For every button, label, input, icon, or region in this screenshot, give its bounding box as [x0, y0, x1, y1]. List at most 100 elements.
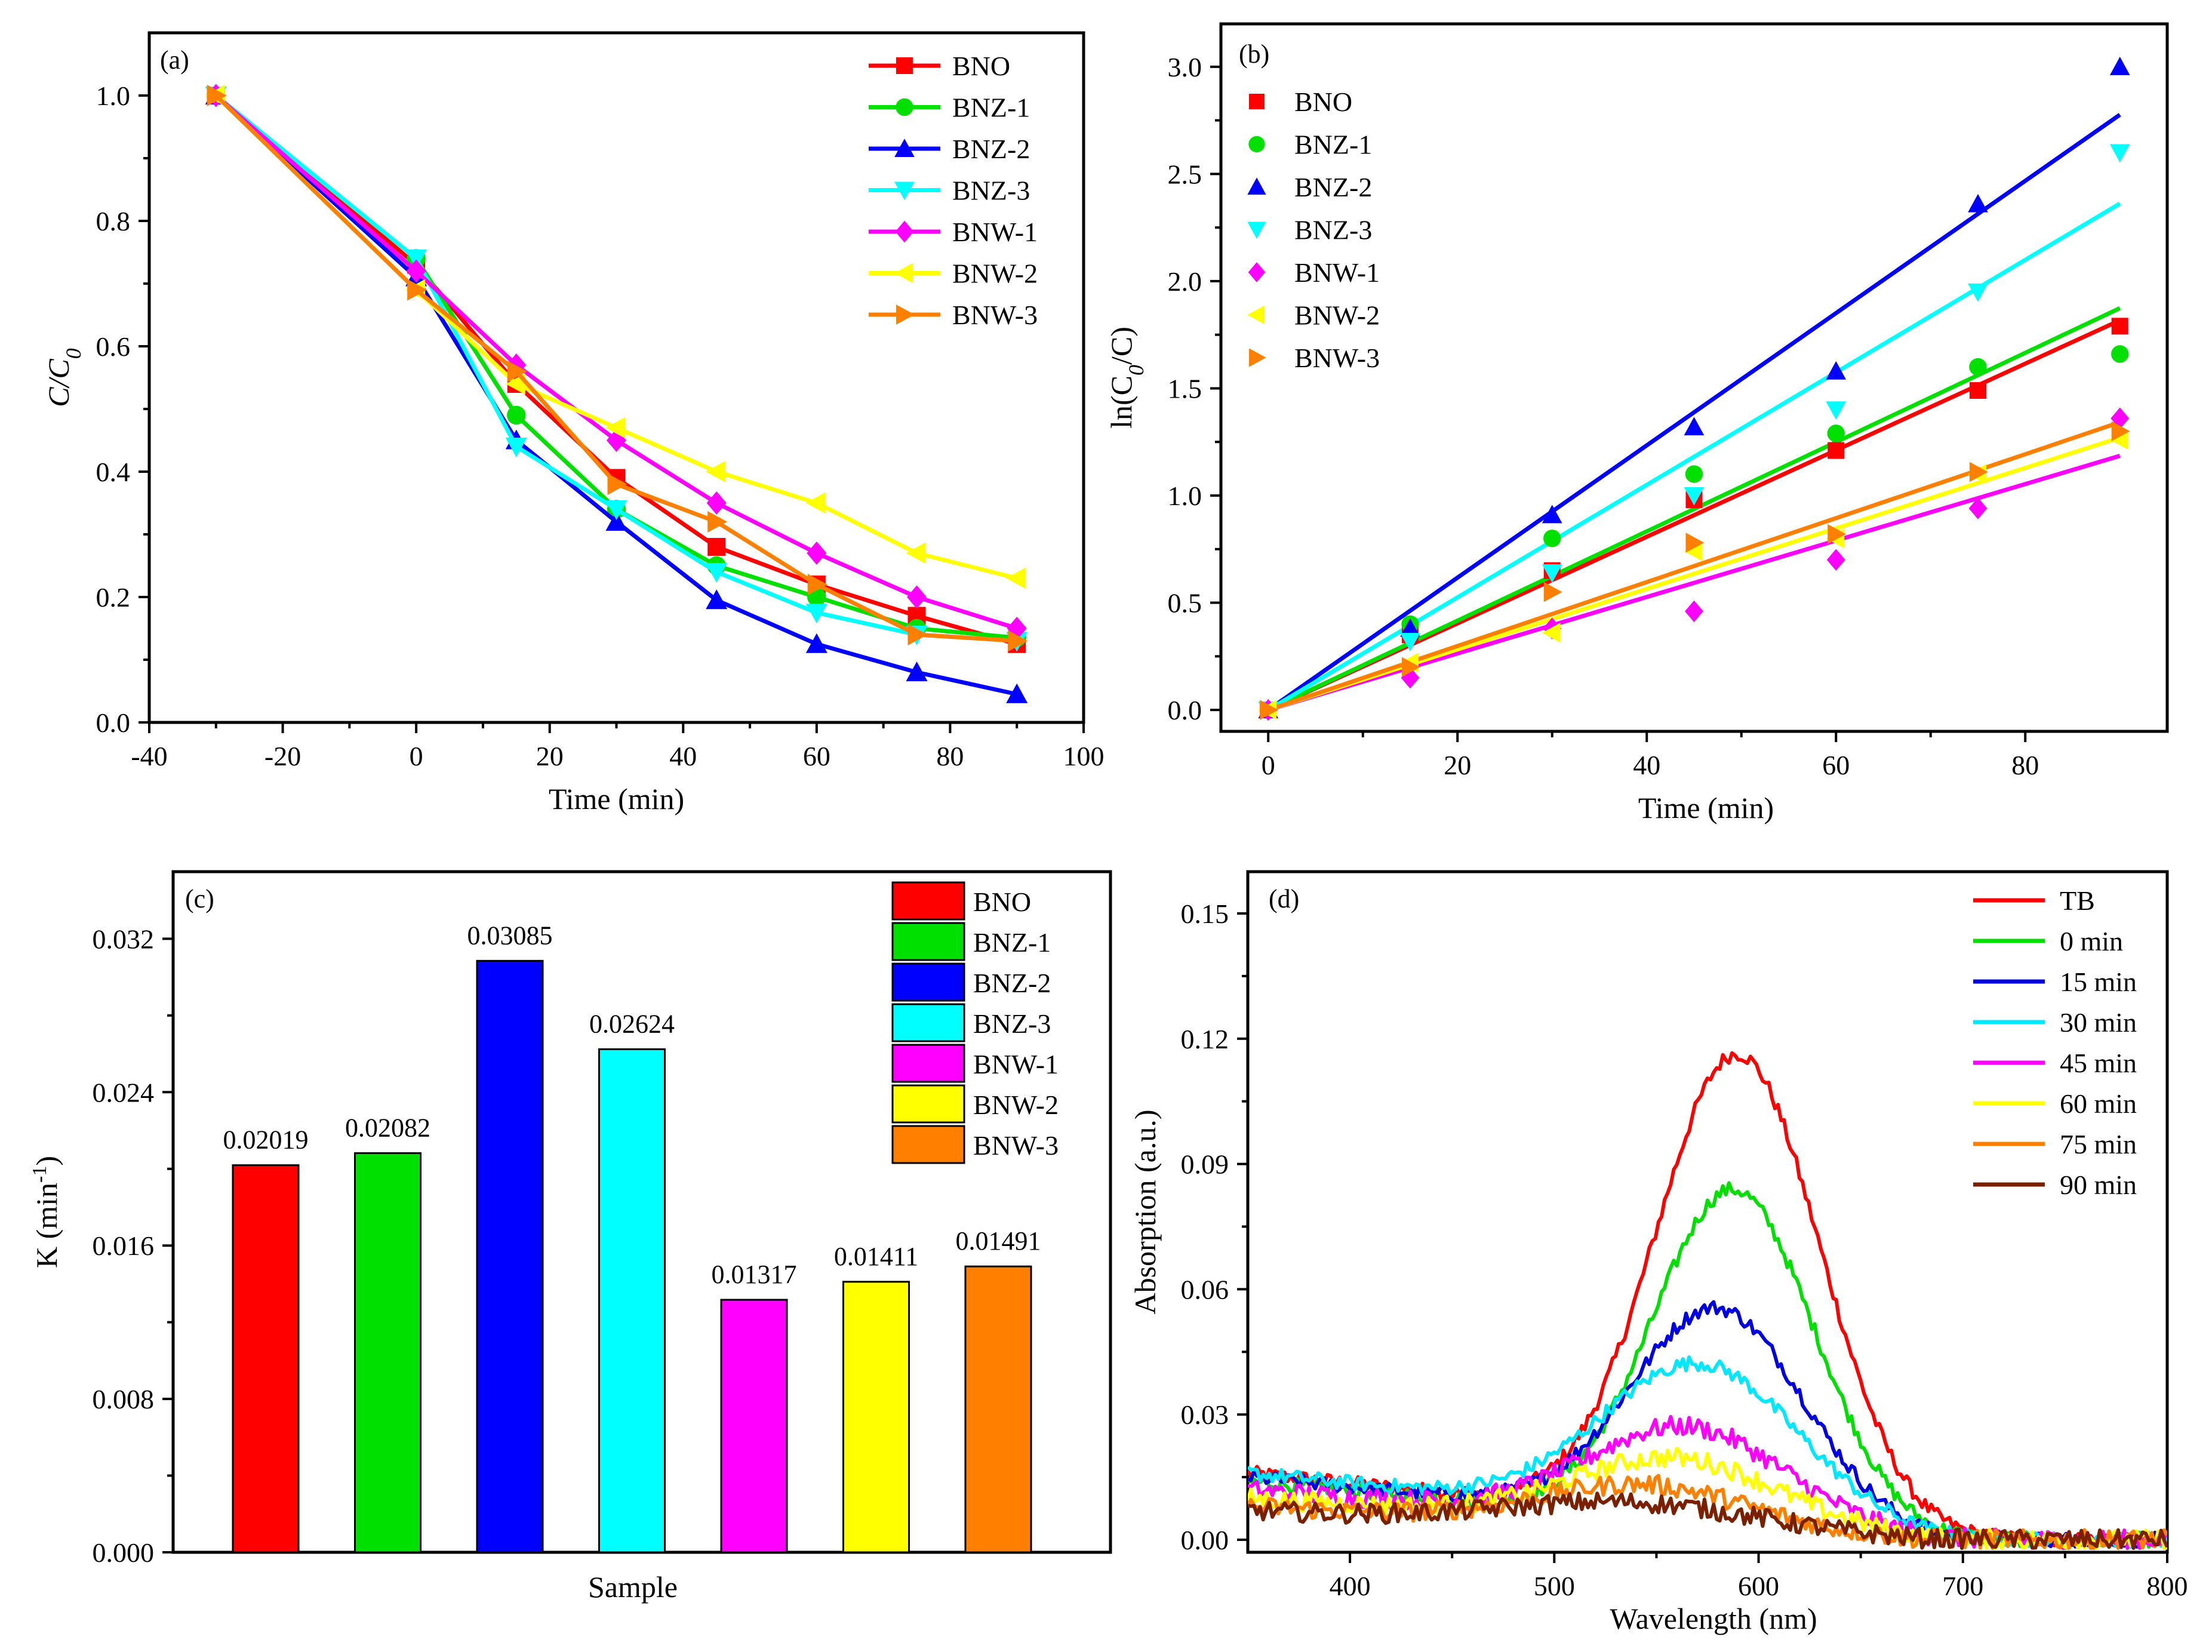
data-point-BNZ-3	[805, 604, 827, 624]
y-axis-title-sub: 0	[1124, 365, 1148, 376]
panel-label: (c)	[185, 884, 214, 913]
legend-marker-BNZ-1	[896, 98, 913, 116]
panel-d-frame	[1246, 870, 2169, 1554]
legend-marker-BNW-2	[894, 263, 913, 284]
legend-label-30-min: 30 min	[2060, 1007, 2137, 1038]
bar-value-label: 0.01317	[712, 1260, 797, 1289]
y-tick-label: 0.4	[96, 457, 131, 487]
y-axis-title: ln(C0/C)	[1105, 327, 1148, 429]
data-point-BNZ-2	[605, 511, 627, 531]
x-axis-title: Time (min)	[1638, 791, 1774, 825]
legend-marker-BNO	[1249, 94, 1265, 109]
panel-d: 400 500 600 700 800 0.00 0.03 0.06 0.09 0.12 0.15 W…	[1128, 870, 2188, 1635]
legend-marker-BNW-2	[1247, 305, 1265, 325]
data-point-BNW-3	[207, 85, 227, 106]
data-point-BNZ-2	[1684, 417, 1705, 436]
legend-label-45-min: 45 min	[2060, 1048, 2137, 1078]
spectrum-90-min	[1248, 1491, 2167, 1550]
data-point-BNW-3	[507, 361, 527, 382]
data-point-BNO	[1970, 382, 1986, 399]
y-tick-label: 0.032	[93, 924, 155, 954]
data-point-BNZ-1	[2111, 345, 2129, 363]
data-point-BNW-3	[1828, 524, 1847, 544]
legend-marker-BNW-3	[896, 304, 915, 325]
data-point-BNW-1	[706, 491, 727, 515]
panel-a: -40 -20 0 20 40 60 80 100 0.0 0.2 0.4 0.6 0.8 1.0 Time…	[42, 31, 1105, 816]
legend-label-BNW-2: BNW-2	[952, 259, 1038, 289]
bar-BNW-2	[842, 1281, 910, 1553]
x-tick-label: 500	[1534, 1571, 1575, 1601]
panel-c: 0.000 0.008 0.016 0.024 0.032 Sample K (min-1)…	[29, 870, 1112, 1604]
legend-label-BNW-1: BNW-1	[973, 1049, 1059, 1079]
panel-b-frame	[1219, 22, 2169, 733]
bar-BNZ-2	[476, 959, 544, 1553]
data-point-BNZ-3	[605, 500, 627, 520]
data-point-BNW-2	[1684, 541, 1703, 562]
y-axis-title-post: )	[30, 1156, 63, 1166]
data-point-BNZ-2	[805, 633, 827, 653]
y-axis-title: Absorption (a.u.)	[1128, 1110, 1162, 1315]
x-tick-label: 60	[1822, 750, 1850, 780]
y-tick-label: 0.5	[1168, 588, 1202, 619]
bar-value-label: 0.03085	[467, 921, 553, 950]
data-point-BNW-1	[1685, 600, 1703, 623]
x-tick-label: 40	[669, 741, 697, 771]
x-tick-label: 600	[1738, 1571, 1779, 1601]
legend-swatch-BNW-1	[891, 1044, 965, 1083]
y-tick-label: 0.00	[1181, 1525, 1229, 1555]
data-point-BNW-1	[406, 259, 426, 283]
legend-label-BNW-3: BNW-3	[973, 1130, 1059, 1161]
legend-label-BNO: BNO	[952, 51, 1010, 81]
data-point-BNW-2	[2109, 429, 2128, 450]
legend-label-BNW-2: BNW-2	[973, 1090, 1059, 1120]
x-axis-title: Wavelength (nm)	[1610, 1602, 1817, 1635]
legend-label-BNO: BNO	[973, 887, 1031, 917]
data-point-BNW-2	[706, 461, 726, 482]
data-point-BNZ-2	[2109, 57, 2130, 75]
legend-swatch-BNZ-1	[891, 922, 965, 961]
y-tick-label: 2.0	[1168, 266, 1202, 297]
x-tick-label: 400	[1330, 1571, 1371, 1601]
x-tick-label: 80	[936, 741, 964, 771]
x-tick-label: 100	[1063, 741, 1105, 771]
x-tick-label: 60	[803, 741, 830, 771]
legend-label-BNZ-3: BNZ-3	[952, 176, 1030, 206]
x-axis-title: Sample	[588, 1570, 678, 1604]
y-tick-label: 1.0	[96, 81, 131, 111]
y-tick-label: 0.6	[96, 331, 131, 362]
y-tick-label: 0.000	[93, 1537, 155, 1568]
legend-label-BNZ-2: BNZ-2	[952, 134, 1030, 164]
x-axis-title: Time (min)	[549, 782, 684, 816]
legend-marker-BNZ-2	[1247, 177, 1266, 195]
legend-label-BNZ-3: BNZ-3	[973, 1008, 1051, 1039]
series-line-BNW-1	[214, 94, 1018, 630]
legend-label-75-min: 75 min	[2060, 1129, 2137, 1159]
data-point-BNW-3	[907, 624, 928, 645]
legend-label-BNZ-1: BNZ-1	[952, 93, 1030, 123]
data-point-BNW-2	[1006, 567, 1026, 589]
legend-label-BNO: BNO	[1294, 87, 1352, 117]
data-point-BNZ-1	[1969, 358, 1987, 376]
bar-value-label: 0.01491	[956, 1226, 1041, 1256]
bar-value-label: 0.02019	[223, 1125, 309, 1155]
legend-label-BNZ-3: BNZ-3	[1294, 215, 1372, 245]
x-tick-label: 700	[1942, 1571, 1983, 1601]
legend-swatch-BNZ-2	[891, 962, 965, 1002]
data-point-BNZ-2	[1968, 193, 1988, 213]
legend-label-15-min: 15 min	[2060, 967, 2137, 997]
data-point-BNZ-3	[1684, 487, 1705, 506]
legend-swatch-BNZ-3	[891, 1003, 965, 1042]
data-point-BNW-3	[1402, 657, 1420, 678]
panel-b: 0 20 40 60 80 0.0 0.5 1.0 1.5 2.0 2.5 3.0 Time (min)…	[1105, 22, 2169, 825]
legend-swatch-BNW-3	[891, 1125, 965, 1164]
legend-label-BNW-1: BNW-1	[1294, 257, 1380, 288]
legend-label-BNZ-1: BNZ-1	[973, 927, 1051, 958]
data-point-BNZ-3	[1400, 633, 1420, 651]
legend-label-BNZ-1: BNZ-1	[1294, 130, 1372, 160]
data-point-BNZ-3	[1826, 401, 1847, 420]
data-point-BNZ-3	[1968, 283, 1988, 302]
x-tick-label: 20	[1444, 750, 1471, 780]
series-line-BNW-3	[214, 94, 1017, 643]
legend-label-BNW-3: BNW-3	[952, 300, 1038, 330]
x-tick-label: 80	[2011, 750, 2039, 780]
